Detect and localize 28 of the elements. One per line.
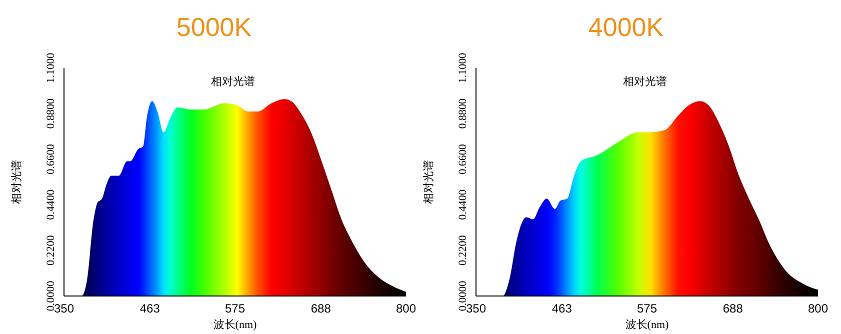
- y-tick-label: 0.8800: [45, 98, 57, 129]
- y-tick-label: 0.6600: [45, 144, 57, 174]
- y-axis-title: 相对光谱: [422, 160, 435, 204]
- x-tick-label: 463: [140, 302, 160, 316]
- x-tick-label: 575: [636, 302, 658, 316]
- x-tick-label: 688: [310, 302, 332, 316]
- x-tick-label: 575: [224, 302, 246, 316]
- y-axis-title: 相对光谱: [10, 160, 23, 204]
- chart-title: 5000K: [175, 11, 253, 44]
- x-tick-label: 688: [722, 302, 744, 316]
- y-tick-label: 0.2200: [457, 234, 469, 266]
- text: 相对光谱: [210, 74, 256, 89]
- x-tick-label: 350: [466, 302, 486, 316]
- y-tick-label: 0.6600: [457, 144, 469, 174]
- y-tick-label: 1.1000: [45, 52, 57, 84]
- x-tick-label: 800: [808, 302, 828, 316]
- y-tick-label: 0.4400: [45, 189, 57, 220]
- y-tick-label: 0.8800: [457, 98, 469, 129]
- y-tick-label: 1.1000: [457, 52, 469, 84]
- x-axis-title: 波长(nm): [625, 318, 670, 331]
- chart-title: 4000K: [587, 11, 665, 44]
- x-tick-label: 350: [54, 302, 74, 316]
- y-tick-label: 0.4400: [457, 189, 469, 220]
- x-tick-label: 463: [552, 302, 572, 316]
- x-tick-label: 800: [396, 302, 416, 316]
- text: 相对光谱: [622, 74, 668, 89]
- y-tick-label: 0.2200: [45, 234, 57, 266]
- x-axis-title: 波长(nm): [213, 318, 258, 331]
